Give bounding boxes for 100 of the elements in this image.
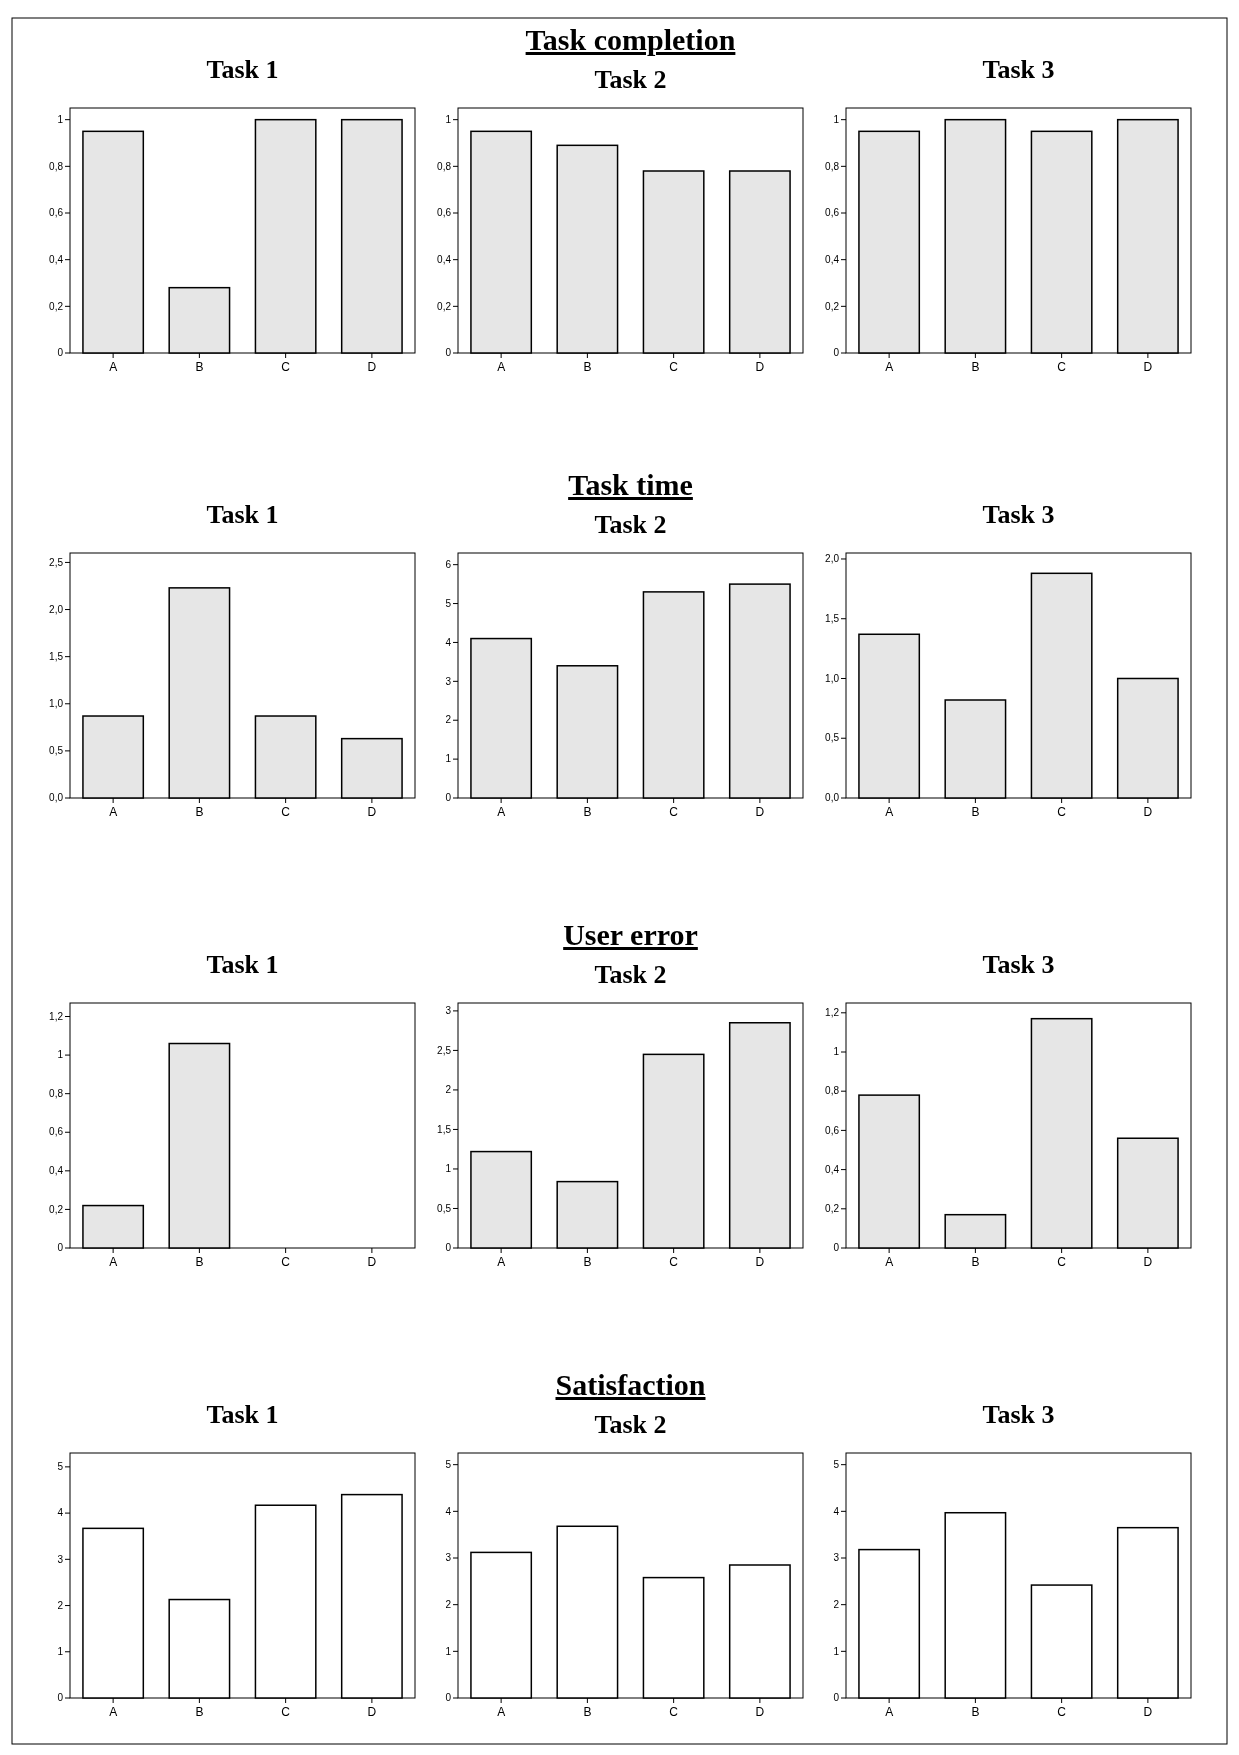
chart-title: Task 1 — [206, 500, 279, 529]
x-tick-label: A — [497, 1705, 506, 1719]
x-tick-label: D — [1143, 360, 1153, 374]
y-tick-label: 5 — [445, 1458, 452, 1470]
y-tick-label: 0 — [57, 1692, 64, 1704]
x-tick-label: A — [109, 1705, 118, 1719]
x-tick-label: B — [971, 1705, 980, 1719]
x-tick-label: A — [109, 805, 118, 819]
x-tick-label: B — [195, 1705, 204, 1719]
text: Satisfaction — [555, 1368, 706, 1401]
chart-title: Task 2 — [594, 65, 667, 94]
y-tick-label: 1,2 — [49, 1010, 64, 1022]
chart-title: Task 2 — [594, 960, 667, 989]
y-tick-label: 0,8 — [825, 160, 840, 172]
y-tick-label: 4 — [445, 1505, 452, 1517]
y-tick-label: 1 — [445, 113, 452, 125]
y-tick-label: 3 — [833, 1552, 840, 1564]
x-tick-label: B — [971, 805, 980, 819]
x-tick-label: A — [885, 805, 894, 819]
y-tick-label: 5 — [833, 1458, 840, 1470]
y-tick-label: 0,2 — [437, 300, 452, 312]
x-tick-label: C — [281, 805, 291, 819]
y-tick-label: 4 — [833, 1505, 840, 1517]
y-tick-label: 0,0 — [49, 792, 64, 804]
x-tick-label: D — [755, 1255, 765, 1269]
y-tick-label: 1,0 — [825, 672, 840, 684]
y-tick-label: 0,2 — [825, 300, 840, 312]
chart-title: Task 3 — [982, 500, 1055, 529]
x-tick-label: D — [755, 360, 765, 374]
y-tick-label: 5 — [57, 1461, 64, 1473]
y-tick-label: 1 — [445, 1163, 452, 1175]
y-tick-label: 1 — [833, 1046, 840, 1058]
x-tick-label: C — [1057, 1705, 1067, 1719]
text: User error — [563, 918, 698, 951]
x-tick-label: C — [669, 360, 679, 374]
y-tick-label: 3 — [445, 675, 452, 687]
text: Task completion — [525, 23, 736, 56]
x-tick-label: C — [281, 360, 291, 374]
x-tick-label: A — [497, 805, 506, 819]
x-tick-label: B — [971, 360, 980, 374]
y-tick-label: 0,8 — [437, 160, 452, 172]
x-tick-label: B — [195, 805, 204, 819]
chart-title: Task 3 — [982, 1400, 1055, 1429]
y-tick-label: 1 — [57, 1049, 64, 1061]
y-tick-label: 0 — [57, 347, 64, 359]
y-tick-label: 0,6 — [825, 1124, 840, 1136]
x-tick-label: C — [281, 1705, 291, 1719]
x-tick-label: D — [1143, 1705, 1153, 1719]
y-tick-label: 0 — [445, 792, 452, 804]
y-tick-label: 0 — [833, 1242, 840, 1254]
y-tick-label: 2 — [833, 1598, 840, 1610]
x-tick-label: C — [669, 1255, 679, 1269]
y-tick-label: 0,5 — [49, 745, 64, 757]
x-tick-label: D — [367, 1705, 377, 1719]
y-tick-label: 1,5 — [437, 1123, 452, 1135]
x-tick-label: C — [1057, 360, 1067, 374]
x-tick-label: B — [195, 1255, 204, 1269]
y-tick-label: 3 — [57, 1553, 64, 1565]
y-tick-label: 0,2 — [825, 1203, 840, 1214]
y-tick-label: 0,4 — [49, 1165, 64, 1177]
y-tick-label: 0,0 — [825, 792, 840, 804]
x-tick-label: A — [497, 1255, 506, 1269]
x-tick-label: C — [669, 1705, 679, 1719]
x-tick-label: B — [583, 1705, 592, 1719]
y-tick-label: 0 — [833, 347, 840, 359]
y-tick-label: 2 — [57, 1599, 64, 1611]
x-tick-label: B — [583, 360, 592, 374]
y-tick-label: 1,2 — [825, 1007, 840, 1018]
y-tick-label: 0,4 — [437, 253, 452, 265]
y-tick-label: 0 — [445, 1242, 452, 1254]
y-tick-label: 1 — [833, 1645, 840, 1657]
y-tick-label: 0 — [445, 347, 452, 359]
y-tick-label: 0,4 — [825, 253, 840, 265]
y-tick-label: 0,5 — [825, 732, 840, 744]
x-tick-label: C — [1057, 805, 1067, 819]
x-tick-label: A — [109, 360, 118, 374]
y-tick-label: 3 — [445, 1005, 452, 1017]
chart-title: Task 3 — [982, 55, 1055, 84]
text: Task time — [568, 468, 693, 501]
y-tick-label: 3 — [445, 1552, 452, 1564]
chart-title: Task 3 — [982, 950, 1055, 979]
y-tick-label: 1 — [57, 1645, 64, 1657]
chart-title: Task 2 — [594, 1410, 667, 1439]
y-tick-label: 0,6 — [49, 207, 64, 219]
x-tick-label: B — [583, 805, 592, 819]
y-tick-label: 2 — [445, 1084, 452, 1096]
y-tick-label: 2,0 — [825, 553, 840, 565]
y-tick-label: 1 — [833, 113, 840, 125]
y-tick-label: 1 — [445, 753, 452, 765]
x-tick-label: D — [1143, 805, 1153, 819]
y-tick-label: 2,0 — [49, 603, 64, 615]
x-tick-label: B — [971, 1255, 980, 1269]
chart-title: Task 1 — [206, 950, 279, 979]
y-tick-label: 0,6 — [49, 1126, 64, 1138]
x-tick-label: D — [755, 805, 765, 819]
x-tick-label: A — [109, 1255, 118, 1269]
y-tick-label: 0,8 — [825, 1085, 840, 1097]
y-tick-label: 2,5 — [437, 1044, 452, 1056]
y-tick-label: 2,5 — [49, 556, 64, 568]
x-tick-label: C — [1057, 1255, 1067, 1269]
